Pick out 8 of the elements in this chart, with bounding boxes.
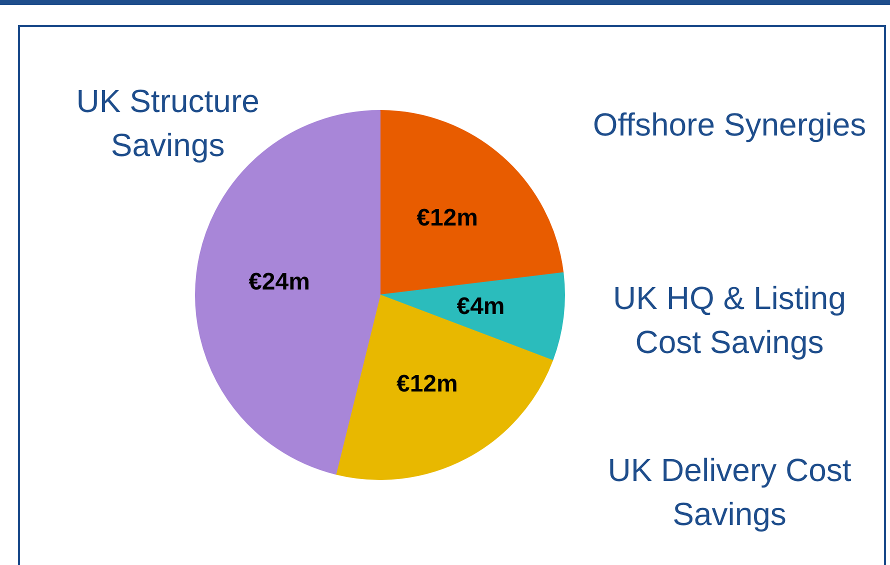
data-label: €4m xyxy=(456,292,505,320)
slice-label: Offshore Synergies xyxy=(592,106,866,142)
data-label: €12m xyxy=(396,370,458,398)
data-label: €12m xyxy=(416,204,478,232)
slice-label: UK HQ & Listing Cost Savings xyxy=(613,280,846,360)
data-label: €24m xyxy=(248,268,310,296)
slice-label: UK Structure Savings xyxy=(76,83,260,164)
slice-label: UK Delivery Cost Savings xyxy=(608,452,852,532)
